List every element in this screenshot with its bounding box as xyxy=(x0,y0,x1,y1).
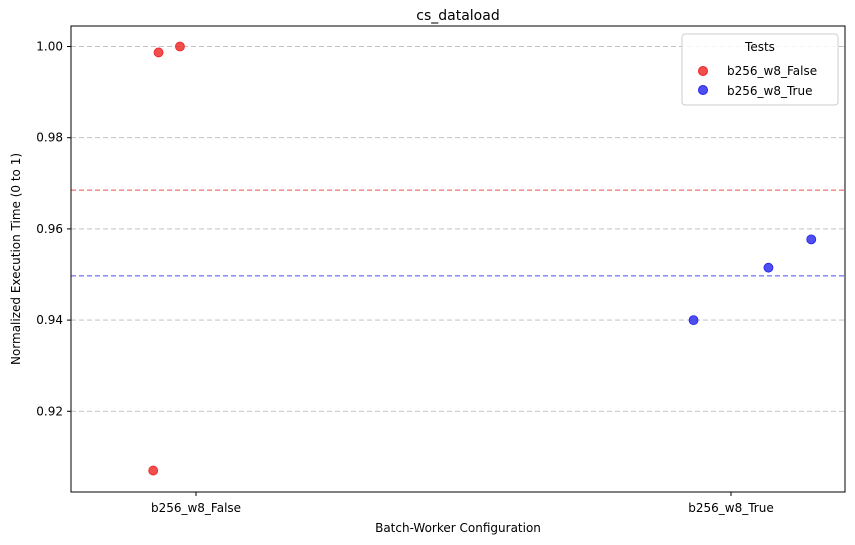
y-tick-label: 0.96 xyxy=(36,222,63,236)
y-tick-label: 0.98 xyxy=(36,131,63,145)
x-tick-label: b256_w8_False xyxy=(151,501,241,515)
legend-title: Tests xyxy=(744,40,775,54)
legend-box xyxy=(681,33,839,106)
legend-marker-false xyxy=(698,66,708,76)
data-point xyxy=(175,41,185,52)
y-tick-label: 0.92 xyxy=(36,404,63,418)
legend: Tests b256_w8_False b256_w8_True xyxy=(681,33,839,106)
plot-frame xyxy=(70,25,846,493)
data-point xyxy=(806,234,817,245)
legend-label-true: b256_w8_True xyxy=(727,84,812,98)
y-axis-label: Normalized Execution Time (0 to 1) xyxy=(9,153,23,365)
data-point xyxy=(763,262,774,273)
legend-label-false: b256_w8_False xyxy=(727,64,817,78)
y-tick-label: 0.94 xyxy=(36,313,63,327)
y-tick-label: 1.00 xyxy=(36,40,63,54)
mean-lines xyxy=(71,189,845,277)
x-ticks: b256_w8_False b256_w8_True xyxy=(151,492,774,515)
chart-title: cs_dataload xyxy=(416,8,499,24)
grid-layer xyxy=(71,46,845,412)
data-points xyxy=(148,41,817,476)
y-ticks: 0.92 0.94 0.96 0.98 1.00 xyxy=(36,40,71,418)
data-point xyxy=(148,465,159,476)
data-point xyxy=(153,47,164,58)
data-point xyxy=(688,315,699,325)
x-axis-label: Batch-Worker Configuration xyxy=(375,521,541,535)
legend-marker-true xyxy=(698,85,708,95)
x-tick-label: b256_w8_True xyxy=(688,501,773,515)
